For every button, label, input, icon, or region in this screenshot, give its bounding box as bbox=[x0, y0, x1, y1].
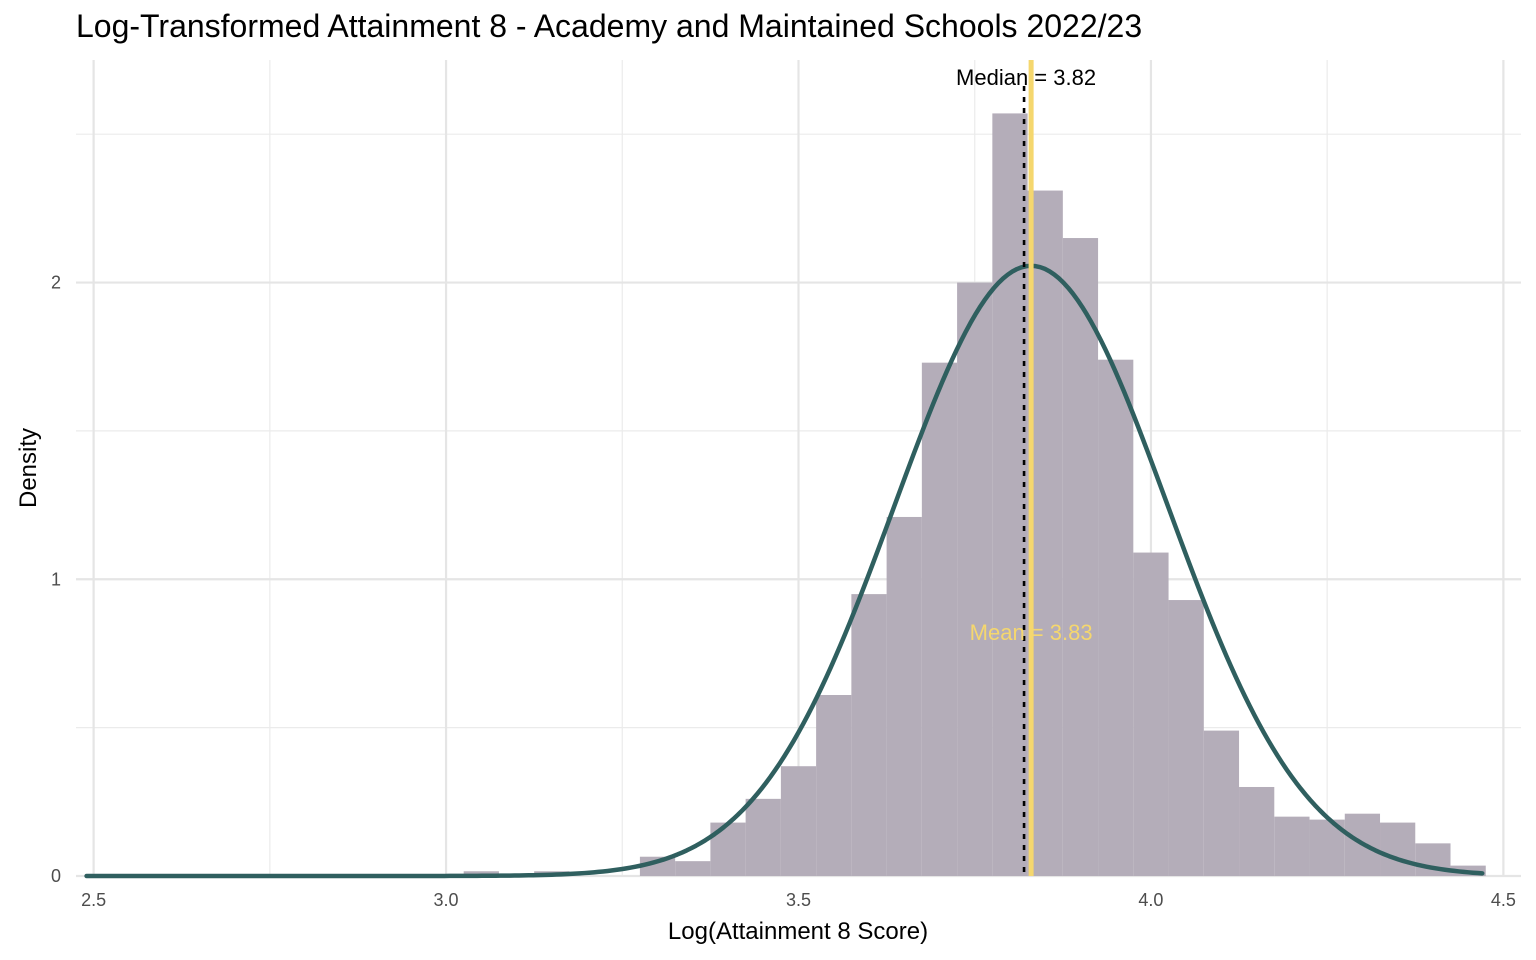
bars bbox=[463, 113, 1486, 877]
histogram-bar bbox=[1380, 822, 1416, 876]
y-tick-label: 1 bbox=[51, 569, 61, 589]
histogram-bar bbox=[886, 516, 922, 876]
median-label: Median = 3.82 bbox=[956, 65, 1096, 90]
histogram-bar bbox=[1098, 359, 1134, 876]
histogram-bar bbox=[675, 861, 711, 876]
x-tick-label: 3.5 bbox=[786, 890, 811, 910]
y-tick-label: 2 bbox=[51, 273, 61, 293]
y-tick-label: 0 bbox=[51, 866, 61, 886]
histogram-bar bbox=[1133, 552, 1169, 876]
histogram-bar bbox=[957, 282, 993, 877]
histogram-bar bbox=[851, 594, 887, 876]
y-axis-label: Density bbox=[15, 428, 42, 508]
histogram-bar bbox=[745, 798, 781, 876]
x-tick-label: 2.5 bbox=[81, 890, 106, 910]
normal-curve bbox=[84, 263, 1485, 879]
histogram-bar bbox=[816, 694, 852, 876]
histogram-bar bbox=[780, 766, 817, 876]
histogram-bar bbox=[921, 362, 958, 876]
histogram-bar bbox=[1168, 600, 1204, 876]
normal-curve-layer bbox=[84, 263, 1485, 879]
x-tick-label: 3.0 bbox=[434, 890, 459, 910]
ticks: 2.5 3.0 3.5 4.0 4.5 0 1 2 bbox=[51, 273, 1516, 910]
chart-title: Log-Transformed Attainment 8 - Academy a… bbox=[76, 8, 1143, 44]
x-tick-label: 4.0 bbox=[1138, 890, 1163, 910]
histogram-bar bbox=[1062, 238, 1099, 876]
mean-label: Mean = 3.83 bbox=[970, 620, 1093, 645]
x-axis-label: Log(Attainment 8 Score) bbox=[668, 918, 928, 945]
histogram-bar bbox=[1239, 786, 1275, 876]
x-tick-label: 4.5 bbox=[1491, 890, 1516, 910]
reference-lines bbox=[1022, 60, 1034, 876]
histogram-bar bbox=[1203, 730, 1240, 876]
grid bbox=[76, 60, 1521, 878]
histogram-bar bbox=[992, 113, 1028, 877]
histogram-bar bbox=[1274, 816, 1310, 876]
